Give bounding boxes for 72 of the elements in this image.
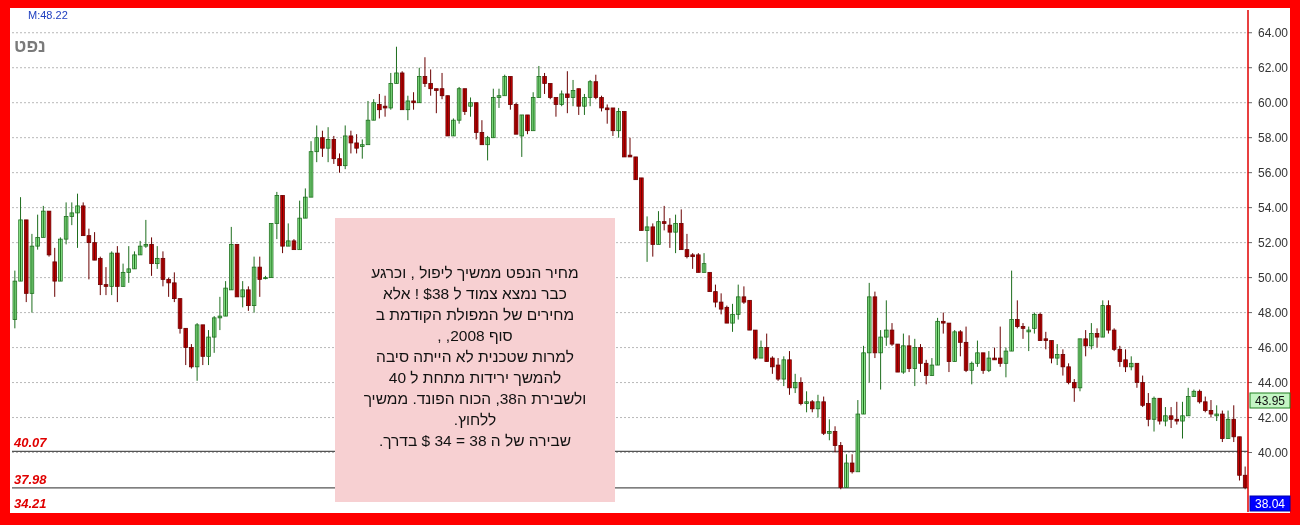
y-tick-label: 50.00 (1258, 270, 1289, 285)
candlestick (844, 453, 849, 489)
candlestick (565, 70, 570, 114)
candlestick (901, 333, 906, 375)
y-tick-label: 60.00 (1258, 95, 1289, 110)
candlestick (1220, 410, 1225, 443)
candlestick (462, 88, 468, 116)
candlestick (468, 96, 473, 118)
candlestick (616, 107, 621, 139)
y-tick-label: 44.00 (1258, 375, 1289, 390)
candlestick (1083, 329, 1088, 357)
ref-line-label: 40.07 (13, 435, 48, 451)
candlestick (673, 214, 678, 254)
text: 38.04 (1254, 497, 1286, 511)
candlestick (792, 373, 798, 394)
candlestick (417, 67, 422, 104)
candlestick (787, 350, 792, 396)
candlestick (1100, 299, 1105, 338)
annotation: M:48.22 (28, 9, 68, 21)
candlestick (320, 130, 325, 158)
candlestick (24, 219, 29, 303)
candlestick (246, 285, 251, 312)
candlestick (200, 324, 206, 366)
candlestick (827, 418, 832, 441)
candlestick (149, 236, 154, 277)
y-tick-label: 52.00 (1258, 235, 1289, 250)
candlestick (519, 114, 524, 158)
candlestick (240, 280, 245, 308)
candlestick (821, 396, 826, 436)
candlestick (781, 355, 787, 387)
candlestick (1054, 343, 1060, 366)
candlestick (1089, 322, 1094, 350)
candlestick (656, 210, 661, 245)
candlestick (342, 124, 348, 170)
candlestick (559, 89, 564, 107)
candlestick (257, 256, 262, 298)
candlestick (155, 245, 160, 270)
y-tick-label: 48.00 (1258, 305, 1289, 320)
y-tick-label: 54.00 (1258, 200, 1289, 215)
candlestick (804, 390, 809, 413)
candlestick (1032, 312, 1037, 335)
candlestick (109, 250, 114, 296)
text: נפט (14, 36, 46, 56)
annotation: 34.21 (14, 496, 47, 511)
candlestick (986, 350, 992, 373)
y-tick-label: 64.00 (1258, 25, 1289, 40)
candlestick (1214, 404, 1219, 422)
candlestick (1163, 406, 1168, 427)
candlestick (661, 205, 667, 231)
candlestick (810, 399, 815, 413)
candlestick (115, 245, 120, 303)
ref-line-label: 37.98 (14, 471, 48, 487)
candlestick (286, 222, 291, 247)
candlestick (52, 247, 57, 298)
y-tick-label: 40.00 (1258, 445, 1289, 460)
y-tick-label: 58.00 (1258, 130, 1289, 145)
candlestick (912, 338, 918, 387)
text: מחיר הנפט ממשיך ליפול , וכרגע כבר נמצא צמוד ל $38 ! אלא מחירים של המפולת הקודמת ב סוף 2008, , למרות שטכנית לא הייתה סיבה להמשך ירידות מתחת ל 40 ולשבירת ה38, הכוח הפונד. ממשיך ללחוץ. שבירה של ה 38 = 34 $ בדרך. (363, 264, 587, 449)
candlestick (280, 194, 285, 254)
candlestick (576, 88, 581, 116)
candlestick (411, 91, 416, 111)
y-tick-label: 46.00 (1258, 340, 1289, 355)
text: 43.95 (1254, 394, 1286, 408)
y-tick-label: 42.00 (1258, 410, 1289, 425)
candlestick (650, 222, 656, 258)
y-tick-label: 62.00 (1258, 60, 1289, 75)
candlestick (525, 114, 530, 135)
candlestick (1026, 326, 1031, 352)
candlestick (1157, 397, 1162, 426)
candlestick (399, 70, 405, 111)
candlestick (952, 329, 957, 363)
y-tick-label: 56.00 (1258, 165, 1289, 180)
